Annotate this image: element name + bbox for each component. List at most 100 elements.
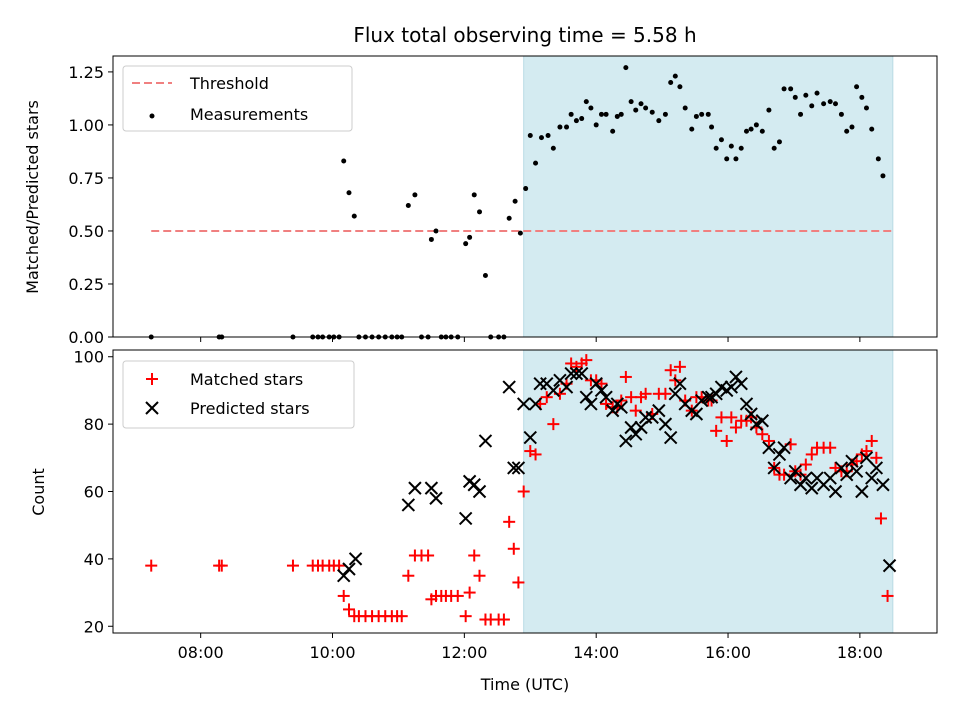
- measurement-point: [689, 126, 695, 132]
- predicted-stars-legend-icon: [145, 401, 159, 415]
- bottom-x-tick-label: 10:00: [309, 643, 355, 662]
- measurement-point: [662, 111, 668, 117]
- measurement-point: [593, 122, 599, 128]
- measurement-point: [405, 203, 411, 209]
- predicted-star-point: [507, 461, 521, 475]
- matched-star-point: [497, 613, 510, 626]
- top-y-tick-label: 0.25: [68, 275, 104, 294]
- measurement-point: [538, 135, 544, 141]
- measurement-point: [638, 101, 644, 107]
- matched-star-point: [619, 370, 632, 383]
- measurement-point: [523, 186, 529, 192]
- predicted-star-point: [559, 380, 574, 394]
- threshold-legend-label: Threshold: [189, 74, 269, 93]
- measurement-point: [759, 128, 765, 134]
- measurement-point: [550, 145, 556, 151]
- predicted-star-point: [701, 390, 715, 404]
- predicted-star-point: [724, 380, 739, 394]
- measurement-point: [583, 99, 589, 105]
- predicted-star-point: [408, 481, 422, 495]
- predicted-star-point: [694, 393, 709, 408]
- matched-star-point: [664, 364, 677, 377]
- predicted-star-point: [755, 414, 770, 428]
- predicted-star-point: [564, 366, 578, 381]
- measurement-point: [743, 128, 749, 134]
- matched-star-point: [762, 434, 775, 447]
- predicted-star-point: [467, 478, 481, 492]
- matched-star-point: [451, 589, 464, 602]
- predicted-star-point: [348, 552, 363, 566]
- matched-star-point: [865, 434, 878, 447]
- measurement-point: [672, 73, 678, 79]
- measurement-point: [618, 111, 624, 117]
- bottom-x-tick-label: 16:00: [705, 643, 751, 662]
- measurement-point: [738, 145, 744, 151]
- measurement-point: [573, 118, 579, 124]
- measurement-point: [748, 126, 754, 132]
- measurement-point: [568, 111, 574, 117]
- matched-star-point: [870, 451, 883, 464]
- measurement-point: [827, 99, 833, 105]
- matched-star-point: [422, 549, 435, 562]
- predicted-star-point: [342, 562, 356, 576]
- bottom-y-tick-label: 60: [84, 483, 104, 502]
- predicted-star-point: [734, 376, 748, 391]
- matched-star-point: [805, 448, 818, 461]
- predicted-star-point: [823, 471, 837, 485]
- matched-star-point: [824, 441, 837, 454]
- measurement-point: [705, 111, 711, 117]
- measurement-point: [482, 272, 488, 278]
- measurement-point: [588, 105, 594, 111]
- predicted-star-point: [424, 481, 439, 495]
- matched-star-point: [881, 589, 894, 602]
- predicted-star-point: [805, 481, 819, 495]
- measurement-point: [809, 103, 815, 109]
- top-y-tick-label: 0.50: [68, 222, 104, 241]
- predicted-star-point: [629, 427, 643, 441]
- predicted-star-point: [744, 407, 758, 421]
- matched-star-point: [342, 603, 355, 616]
- measurement-point: [668, 80, 674, 86]
- measurements-legend-label: Measurements: [190, 105, 308, 124]
- bottom-y-tick-label: 80: [84, 415, 104, 434]
- measurement-points: [148, 65, 886, 340]
- matched-star-point: [720, 434, 733, 447]
- predicted-star-point: [783, 471, 798, 485]
- measurement-point: [814, 90, 820, 96]
- predicted-star-point: [634, 420, 648, 435]
- predicted-star-point: [594, 383, 609, 398]
- matched-star-point: [725, 411, 738, 424]
- bottom-x-tick-label: 08:00: [178, 643, 224, 662]
- matched-stars-legend-label: Matched stars: [190, 370, 303, 389]
- predicted-star-point: [839, 467, 854, 482]
- predicted-star-point: [511, 461, 526, 475]
- predicted-star-point: [569, 366, 584, 381]
- measurement-point: [859, 94, 865, 100]
- measurements-legend-icon: [149, 113, 155, 119]
- predicted-star-point: [614, 400, 628, 414]
- matched-star-point: [145, 559, 158, 572]
- top-y-tick-label: 0.00: [68, 328, 104, 347]
- predicted-star-point: [523, 430, 537, 445]
- predicted-star-point: [855, 484, 869, 499]
- predicted-star-point: [689, 407, 704, 421]
- top-y-tick-label: 0.75: [68, 169, 104, 188]
- measurement-point: [771, 145, 777, 151]
- matched-star-point: [333, 559, 346, 572]
- measurement-point: [633, 107, 639, 113]
- matched-star-point: [794, 468, 807, 481]
- measurement-point: [506, 215, 512, 221]
- matched-star-point: [215, 559, 228, 572]
- predicted-star-point: [502, 380, 516, 394]
- matched-star-point: [729, 421, 742, 434]
- bottom-panel: 20 40 60 80 100 08:00 10:00 12:00 14:00 16:00 18:…: [29, 348, 938, 694]
- top-axes-frame: [112, 55, 938, 338]
- matched-star-point: [463, 586, 476, 599]
- matched-star-point: [459, 610, 472, 623]
- measurement-point: [428, 236, 434, 242]
- predicted-star-point: [739, 397, 754, 411]
- predicted-star-point: [849, 464, 864, 478]
- top-y-ticks: 0.00 0.25 0.50 0.75 1.00 1.25: [68, 63, 113, 347]
- measurement-point: [803, 92, 809, 98]
